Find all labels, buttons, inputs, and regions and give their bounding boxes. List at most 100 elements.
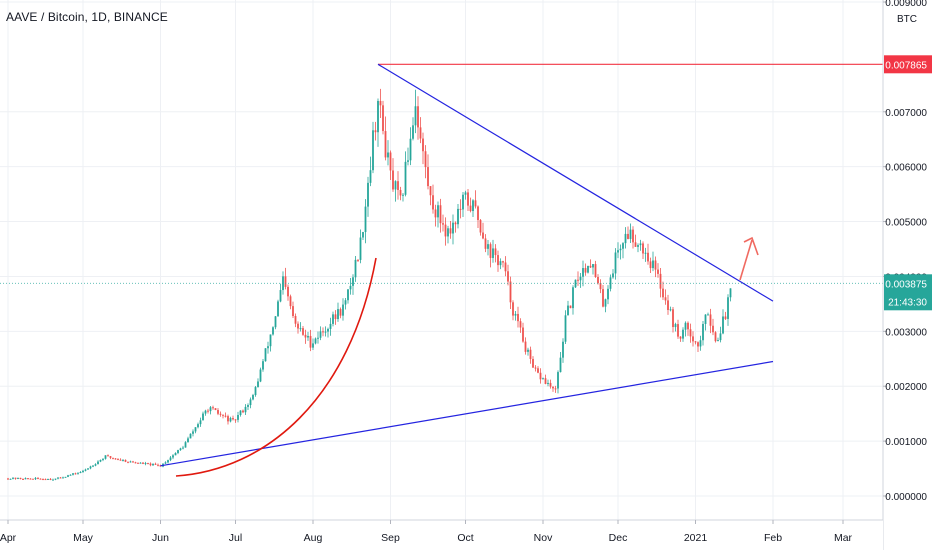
candle-body (169, 457, 172, 461)
candle-body (459, 208, 462, 210)
candle-body (722, 316, 724, 334)
candle-body (672, 309, 674, 328)
candle-body (187, 438, 189, 443)
candle-body (574, 279, 577, 288)
x-axis-tick-label: Dec (609, 532, 628, 544)
candle-body (379, 100, 382, 106)
candle-body (727, 297, 729, 319)
candle-body (159, 465, 162, 467)
candle-body (317, 337, 319, 339)
candle-body (114, 458, 117, 460)
candle-body (707, 314, 709, 316)
candle-body (342, 304, 344, 316)
candle-body (609, 277, 612, 289)
candle-body (529, 349, 532, 359)
candle-body (627, 233, 629, 239)
candlestick-series (7, 88, 732, 481)
candle-body (659, 273, 662, 289)
candle-body (369, 170, 372, 183)
candle-body (17, 477, 19, 479)
candle-body (179, 448, 182, 451)
candle-body (697, 342, 699, 347)
currency-label: BTC (897, 14, 917, 25)
candle-body (347, 289, 349, 301)
candle-body (607, 288, 609, 300)
candle-body (724, 316, 727, 319)
candle-body (632, 229, 634, 243)
candle-body (432, 195, 434, 210)
candle-body (214, 408, 217, 411)
candle-body (642, 243, 644, 254)
candle-body (687, 322, 689, 330)
last-price-tag (884, 274, 932, 311)
candle-body (619, 248, 622, 251)
x-axis-tick-label: Sep (381, 532, 400, 544)
candle-body (479, 220, 482, 233)
candle-body (287, 286, 289, 297)
upper-trendline (377, 63, 774, 302)
candle-body (489, 244, 492, 258)
candle-body (689, 329, 692, 337)
candle-body (517, 313, 519, 322)
candle-body (117, 459, 119, 461)
candle-body (452, 222, 454, 234)
candle-body (257, 381, 259, 388)
candle-body (669, 309, 672, 311)
candle-body (667, 300, 669, 310)
candle-body (547, 382, 549, 384)
candle-body (167, 460, 169, 463)
candle-body (444, 224, 447, 237)
candle-body (682, 329, 684, 339)
candle-body (377, 100, 379, 133)
candle-body (492, 248, 494, 258)
x-axis-tick-label: Oct (457, 532, 473, 544)
candle-body (497, 255, 499, 266)
candle-body (349, 285, 352, 290)
candle-body (589, 265, 592, 268)
candle-body (404, 161, 407, 195)
candle-body (419, 127, 422, 139)
candle-body (262, 361, 264, 370)
candle-body (557, 372, 559, 389)
candle-body (729, 288, 732, 298)
candle-body (44, 479, 47, 481)
candle-body (694, 341, 697, 343)
x-axis-tick-label: Mar (834, 532, 853, 544)
candle-body (157, 464, 159, 466)
candle-body (27, 478, 29, 480)
resistance-price-tag (884, 55, 932, 74)
last-price-label: 0.003875 (885, 279, 927, 290)
candle-body (569, 305, 572, 309)
candle-body (439, 205, 442, 224)
candle-body (712, 325, 714, 333)
candle-body (94, 464, 97, 466)
candle-body (399, 189, 402, 196)
candle-body (357, 259, 359, 261)
candle-body (67, 475, 69, 477)
candle-body (207, 410, 209, 412)
candle-body (474, 200, 477, 207)
candle-body (309, 335, 312, 348)
candle-body (389, 152, 392, 171)
candle-body (449, 228, 452, 234)
candle-body (652, 260, 654, 269)
candle-body (484, 238, 487, 249)
y-axis-tick-label: 0.009000 (885, 0, 927, 9)
candle-body (434, 209, 437, 218)
candle-body (717, 340, 719, 342)
candle-body (502, 261, 504, 263)
candle-body (244, 406, 247, 413)
candle-body (647, 252, 649, 262)
candle-body (382, 105, 384, 132)
candle-body (197, 424, 199, 428)
candle-body (512, 302, 514, 316)
x-axis-tick-label: Apr (0, 532, 17, 544)
candle-body (222, 414, 224, 416)
candle-body (417, 106, 419, 128)
candle-body (84, 469, 87, 471)
candle-body (87, 468, 89, 470)
candle-body (329, 323, 332, 329)
candle-body (409, 138, 412, 161)
